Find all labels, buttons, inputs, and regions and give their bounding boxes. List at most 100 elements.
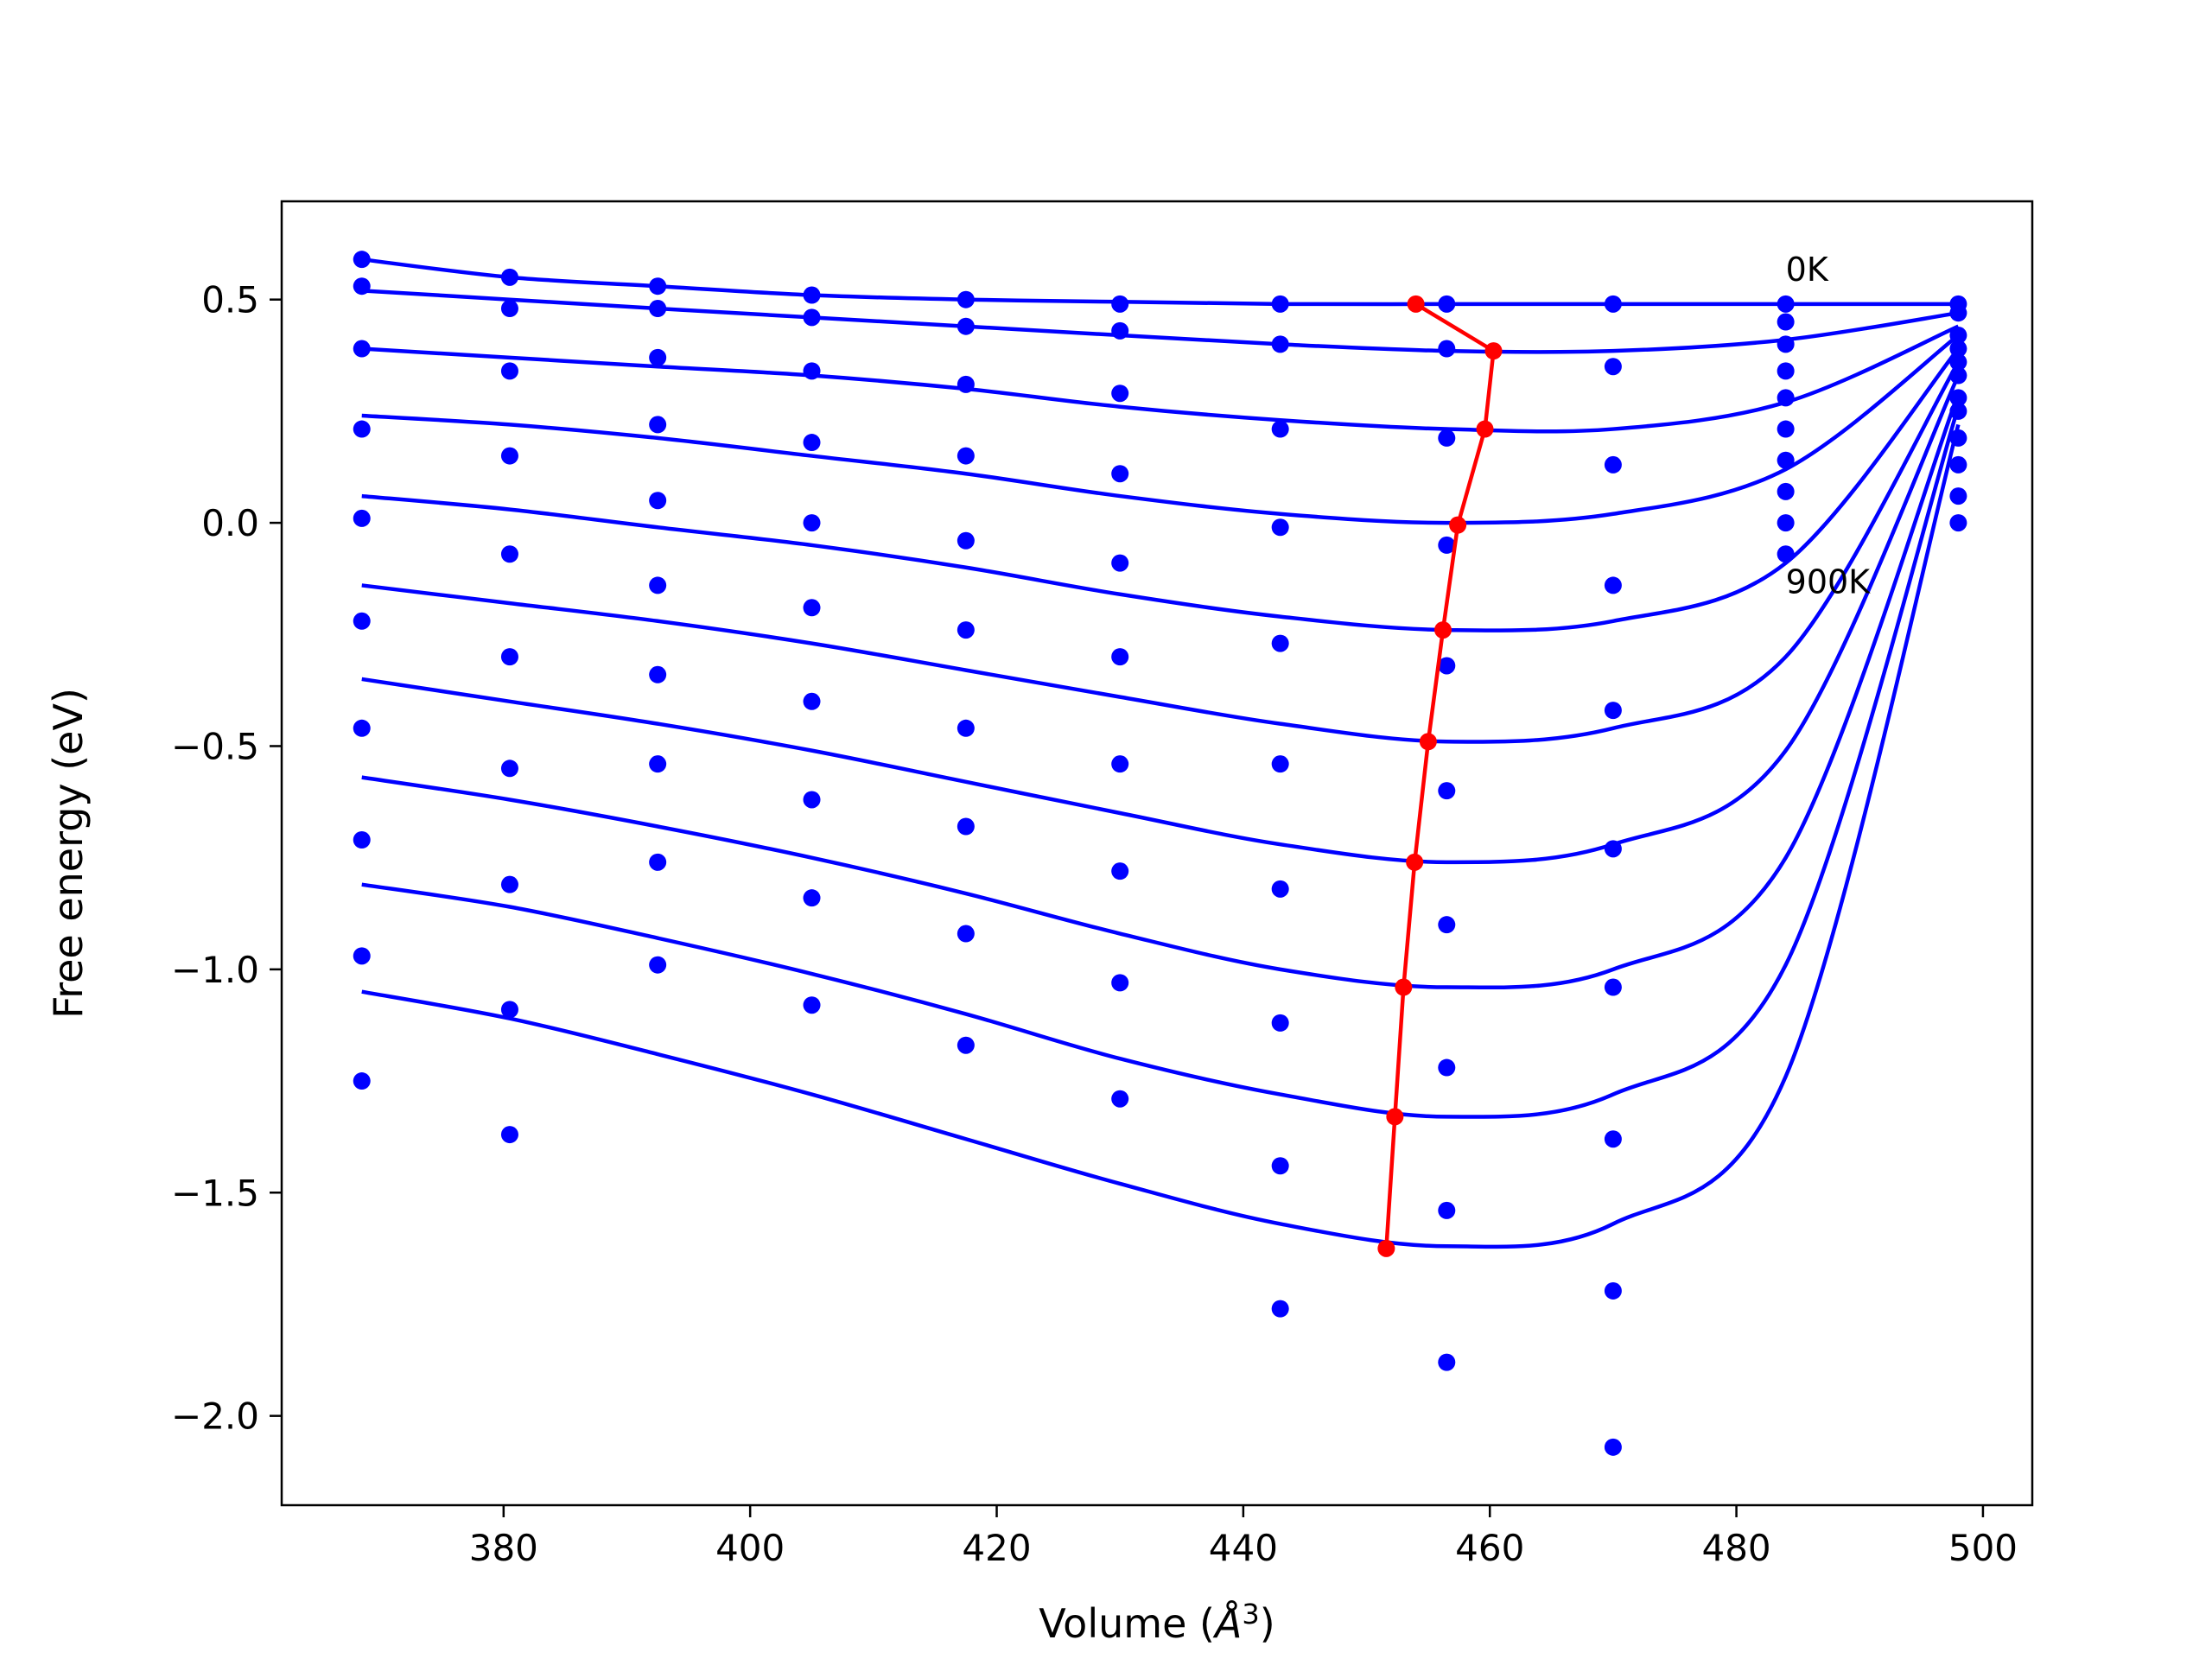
minimum-point bbox=[1419, 733, 1437, 751]
data-point bbox=[1949, 455, 1967, 474]
data-point bbox=[1271, 420, 1289, 438]
data-point bbox=[1777, 451, 1795, 469]
fit-curve-4 bbox=[361, 347, 1961, 632]
data-point bbox=[957, 531, 975, 550]
data-point bbox=[649, 755, 667, 773]
data-point bbox=[1111, 295, 1129, 313]
x-ticks-layer: 380 400 420 440 460 480 500 bbox=[469, 1505, 2018, 1569]
data-point bbox=[1438, 1058, 1456, 1077]
data-point bbox=[1604, 978, 1622, 996]
x-tick-label: 380 bbox=[469, 1527, 538, 1569]
data-point bbox=[500, 648, 518, 666]
data-point bbox=[649, 348, 667, 366]
data-point bbox=[649, 492, 667, 510]
data-point bbox=[500, 760, 518, 778]
data-point bbox=[1949, 402, 1967, 420]
x-axis-label: Volume (Å3) bbox=[1039, 1598, 1274, 1647]
minimum-point bbox=[1386, 1108, 1404, 1126]
data-point bbox=[957, 719, 975, 737]
data-point bbox=[1111, 465, 1129, 483]
data-point bbox=[1111, 862, 1129, 880]
data-point bbox=[1604, 295, 1622, 313]
data-point bbox=[1777, 313, 1795, 331]
data-point bbox=[957, 290, 975, 308]
data-point bbox=[1271, 634, 1289, 652]
minimum-path-line bbox=[1384, 302, 1496, 1249]
fit-curve-6 bbox=[361, 374, 1961, 865]
data-point bbox=[1111, 554, 1129, 572]
x-tick-label: 420 bbox=[962, 1527, 1031, 1569]
x-tick-label: 400 bbox=[715, 1527, 785, 1569]
annotation-0k: 0K bbox=[1786, 251, 1829, 289]
data-point bbox=[1438, 782, 1456, 800]
data-point bbox=[1949, 514, 1967, 532]
annotation-900k: 900K bbox=[1786, 563, 1872, 601]
data-point bbox=[500, 447, 518, 465]
fit-curve-5 bbox=[361, 360, 1961, 744]
data-point bbox=[1111, 321, 1129, 340]
y-tick-label: −0.5 bbox=[171, 725, 259, 767]
fit-curve-1 bbox=[361, 289, 1959, 354]
data-point bbox=[353, 340, 371, 358]
data-point bbox=[1777, 362, 1795, 380]
minimum-point bbox=[1395, 978, 1413, 996]
x-axis-label-symbol: Å bbox=[1212, 1600, 1242, 1647]
x-tick-label: 480 bbox=[1701, 1527, 1770, 1569]
data-point bbox=[353, 612, 371, 630]
fit-curve-0 bbox=[361, 257, 1959, 307]
data-point bbox=[1111, 974, 1129, 992]
fit-curve-3 bbox=[361, 334, 1960, 525]
data-point bbox=[1111, 648, 1129, 666]
minimum-point bbox=[1377, 1239, 1395, 1257]
data-point bbox=[1111, 1090, 1129, 1108]
data-point bbox=[1604, 1130, 1622, 1148]
minimum-point bbox=[1484, 342, 1503, 360]
data-point bbox=[803, 791, 821, 809]
data-point bbox=[803, 599, 821, 617]
minimum-point bbox=[1434, 621, 1452, 639]
data-point bbox=[803, 308, 821, 327]
data-point bbox=[957, 1036, 975, 1054]
data-point bbox=[649, 665, 667, 683]
x-tick-label: 500 bbox=[1948, 1527, 2018, 1569]
data-point bbox=[1271, 518, 1289, 537]
data-point bbox=[1271, 295, 1289, 313]
data-point bbox=[1777, 335, 1795, 353]
data-point bbox=[1271, 335, 1289, 353]
data-point bbox=[957, 817, 975, 836]
data-point bbox=[649, 300, 667, 318]
data-point bbox=[1271, 1157, 1289, 1175]
data-point bbox=[1604, 455, 1622, 474]
y-tick-label: 0.0 bbox=[201, 502, 259, 544]
data-point bbox=[353, 947, 371, 965]
data-point bbox=[353, 277, 371, 296]
data-point bbox=[1949, 327, 1967, 345]
data-point bbox=[1438, 340, 1456, 358]
data-point bbox=[649, 576, 667, 594]
data-point bbox=[1438, 295, 1456, 313]
data-point bbox=[1438, 429, 1456, 447]
data-point bbox=[353, 251, 371, 269]
data-point bbox=[1604, 1281, 1622, 1300]
data-point bbox=[1438, 916, 1456, 934]
y-ticks-layer: 0.5 0.0 −0.5 −1.0 −1.5 −2.0 bbox=[171, 279, 282, 1438]
fit-curve-2 bbox=[361, 324, 1960, 434]
data-point bbox=[500, 875, 518, 893]
data-point bbox=[500, 268, 518, 286]
minimum-point bbox=[1406, 853, 1424, 871]
minimum-point bbox=[1449, 516, 1467, 534]
data-point bbox=[1777, 420, 1795, 438]
x-axis-label-superscript: 3 bbox=[1242, 1598, 1259, 1630]
data-point bbox=[957, 621, 975, 639]
fit-curve-8 bbox=[361, 406, 1961, 1119]
data-point bbox=[1271, 1300, 1289, 1318]
data-point bbox=[500, 300, 518, 318]
data-point bbox=[1604, 576, 1622, 594]
data-point bbox=[803, 692, 821, 710]
data-point bbox=[957, 317, 975, 335]
data-point bbox=[803, 889, 821, 907]
data-point bbox=[1949, 304, 1967, 322]
data-point bbox=[1111, 755, 1129, 773]
data-point bbox=[1777, 514, 1795, 532]
